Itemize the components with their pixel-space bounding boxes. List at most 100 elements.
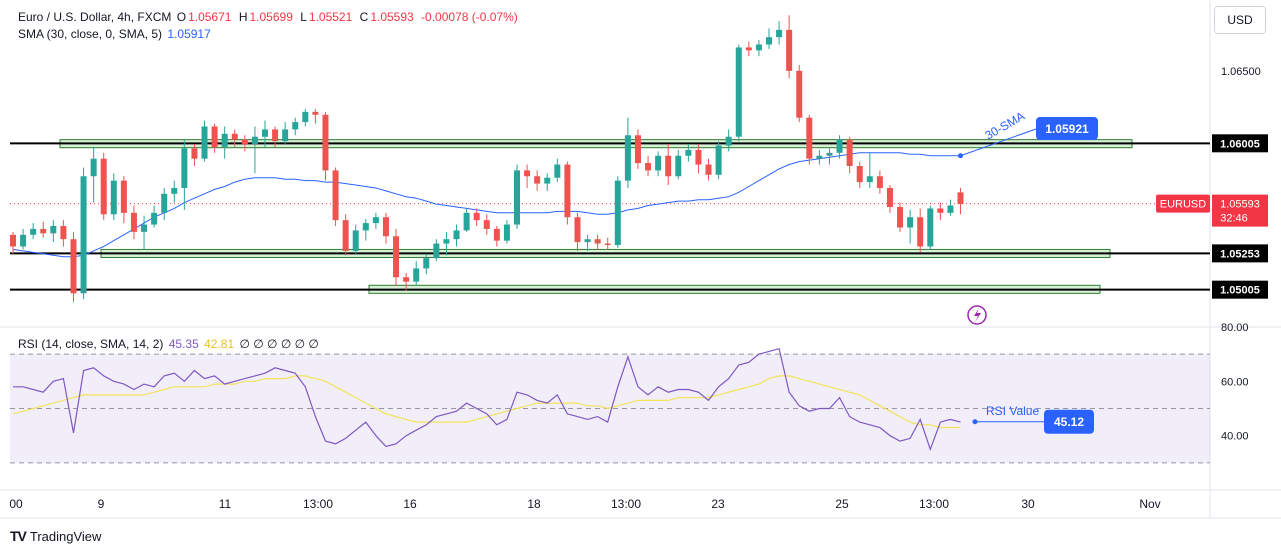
footer: TV TradingView	[10, 528, 101, 544]
time-tick-label: 13:00	[611, 497, 641, 511]
rsi-legend: RSI (14, close, SMA, 14, 2) 45.35 42.81 …	[18, 337, 321, 351]
rsi-value: 45.35	[168, 337, 199, 351]
price-change: -0.00078 (-0.07%)	[421, 10, 518, 24]
candle-body	[130, 212, 137, 232]
rsi-tick-label: 60.00	[1221, 376, 1249, 388]
candle-body	[211, 126, 218, 147]
candle-body	[927, 208, 934, 247]
candle-body	[806, 117, 813, 159]
candle-body	[524, 170, 531, 177]
rsi-ma-value: 42.81	[204, 337, 235, 351]
time-tick-label: 16	[403, 497, 417, 511]
candle-body	[322, 114, 329, 171]
symbol-tag-label: EURUSD	[1160, 199, 1207, 211]
ohlc-open: O 1.05671	[176, 10, 232, 24]
candle-body	[725, 136, 732, 146]
candle-body	[796, 70, 803, 118]
candle-body	[907, 217, 914, 228]
ohlc-high: H 1.05699	[238, 10, 293, 24]
rsi-callout-box	[1044, 409, 1094, 434]
current-price-value: 1.05593	[1220, 199, 1260, 211]
rsi-placeholders: ∅ ∅ ∅ ∅ ∅ ∅	[239, 337, 319, 351]
candle-body	[20, 234, 27, 247]
time-tick-label: 13:00	[303, 497, 333, 511]
candle-body	[241, 139, 248, 145]
candle-body	[755, 44, 762, 51]
candle-body	[423, 258, 430, 269]
currency-button[interactable]: USD	[1214, 6, 1266, 34]
candle-body	[594, 239, 601, 244]
rsi-tick-label: 40.00	[1221, 431, 1249, 443]
price-tick-label: 1.06500	[1221, 66, 1261, 78]
candle-body	[705, 164, 712, 175]
candle-body	[110, 180, 117, 215]
candle-body	[302, 111, 309, 123]
candle-body	[393, 236, 400, 278]
price-level-tag	[1212, 244, 1268, 263]
current-price-tag	[1212, 194, 1268, 227]
sma-callout-box	[1036, 117, 1098, 140]
time-tick-label: 00	[9, 497, 23, 511]
sma-value: 1.05917	[167, 27, 211, 41]
candle-body	[685, 149, 692, 156]
sma-callout-label: 30-SMA	[983, 109, 1028, 143]
time-tick-label: 18	[527, 497, 541, 511]
sma-callout-value: 1.05921	[1045, 122, 1089, 136]
candle-body	[886, 187, 893, 207]
candle-body	[584, 239, 591, 243]
candle-body	[614, 180, 621, 246]
candle-body	[362, 223, 369, 231]
tradingview-logo-icon: TV	[10, 528, 27, 544]
time-tick-label: Nov	[1139, 497, 1160, 511]
candle-body	[413, 268, 420, 282]
candle-body	[514, 170, 520, 225]
candle-body	[272, 129, 279, 142]
candle-body	[181, 148, 188, 188]
lightning-icon-bolt	[974, 308, 981, 322]
candle-body	[473, 212, 480, 221]
candle-body	[141, 224, 148, 232]
candle-body	[836, 139, 843, 153]
candle-body	[342, 220, 349, 251]
time-tick-label: 11	[219, 497, 232, 511]
candle-body	[151, 212, 158, 225]
time-tick-label: 30	[1021, 497, 1035, 511]
price-level-tag-label: 1.05005	[1220, 285, 1260, 297]
ohlc-low: L 1.05521	[300, 10, 353, 24]
candle-body	[766, 37, 772, 45]
footer-brand[interactable]: TradingView	[29, 528, 102, 544]
bar-countdown: 32:46	[1220, 213, 1248, 225]
symbol-title: Euro / U.S. Dollar, 4h, FXCM	[18, 10, 172, 24]
candle-body	[80, 176, 87, 294]
candle-body	[403, 277, 410, 282]
candle-body	[100, 158, 107, 215]
candle-body	[463, 212, 470, 231]
rsi-callout-label: RSI Value	[986, 404, 1039, 418]
candle-body	[50, 226, 57, 234]
candle-body	[665, 155, 672, 177]
candle-body	[604, 243, 611, 246]
candle-body	[40, 228, 47, 234]
candle-body	[645, 163, 652, 171]
candle-body	[10, 234, 16, 247]
rsi-label: RSI (14, close, SMA, 14, 2)	[18, 337, 164, 351]
candle-body	[171, 187, 178, 194]
time-tick-label: 23	[711, 497, 725, 511]
candle-body	[60, 226, 67, 240]
lightning-icon	[967, 305, 987, 325]
ohlc-close: C 1.05593	[359, 10, 414, 24]
candle-body	[372, 217, 379, 224]
candle-body	[312, 111, 319, 115]
sma-line	[12, 152, 961, 258]
candle-body	[957, 192, 964, 205]
candle-body	[443, 239, 450, 244]
time-tick-label: 9	[98, 497, 105, 511]
candle-body	[231, 133, 238, 140]
rsi-tick-label: 80.00	[1221, 322, 1249, 334]
candle-body	[655, 155, 662, 171]
candle-body	[191, 148, 198, 159]
time-tick-label: 13:00	[919, 497, 949, 511]
